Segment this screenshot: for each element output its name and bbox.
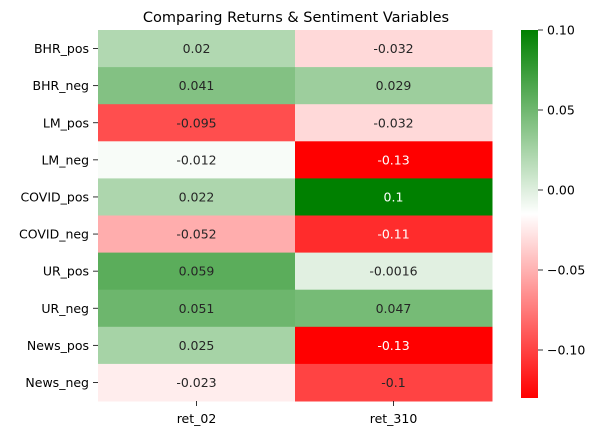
heatmap-cell [295,67,493,105]
cell-value-label: -0.032 [373,115,413,130]
colorbar-tick-label: −0.10 [547,343,585,358]
cell-value-label: 0.025 [179,338,215,353]
cell-value-label: 0.041 [179,78,215,93]
cell-value-label: -0.1 [381,375,405,390]
y-tick-label: LM_pos [43,115,89,130]
x-tick-label: ret_310 [370,411,418,426]
heatmap-cell [98,67,296,105]
heatmap-cell [295,326,493,365]
cell-value-label: 0.051 [179,301,215,316]
y-tick-label: News_pos [27,338,89,353]
x-tick-label: ret_02 [177,411,217,426]
cell-value-label: -0.095 [176,115,216,130]
heatmap-cell [98,215,296,254]
colorbar-tick-label: 0.10 [547,23,575,38]
heatmap-cell [98,289,296,328]
heatmap-cell [295,141,493,179]
colorbar-tick-label: 0.05 [547,103,575,118]
heatmap-cell [98,326,296,365]
cell-value-label: 0.029 [376,78,412,93]
y-tick-label: COVID_neg [19,227,89,242]
colorbar-tick-label: 0.00 [547,183,575,198]
cell-value-label: 0.022 [179,189,215,204]
heatmap-cell [98,141,296,179]
y-tick-label: News_neg [25,375,89,390]
colorbar-tick-label: −0.05 [547,263,585,278]
y-tick-label: BHR_neg [33,78,89,93]
cell-value-label: -0.0016 [369,264,417,279]
cell-value-label: -0.13 [377,152,409,167]
y-tick-label: UR_pos [43,264,89,279]
heatmap-cell [295,178,493,216]
heatmap-cell [295,252,493,291]
cell-value-label: 0.02 [183,41,211,56]
heatmap-cell [295,30,493,68]
cell-value-label: -0.032 [373,41,413,56]
y-tick-label: COVID_pos [20,189,89,204]
heatmap-cell [98,104,296,142]
cell-value-label: 0.047 [376,301,412,316]
y-tick-label: UR_neg [41,301,89,316]
cell-value-label: -0.11 [377,227,409,242]
heatmap-cell [98,363,296,402]
cell-value-label: 0.059 [179,264,215,279]
heatmap-cell [295,289,493,328]
y-tick-label: LM_neg [41,152,89,167]
heatmap-cell [295,215,493,254]
heatmap-cell [98,178,296,216]
heatmap-cell [295,104,493,142]
heatmap-cell [295,363,493,402]
cell-value-label: -0.012 [176,152,216,167]
cell-value-label: -0.13 [377,338,409,353]
colorbar [521,30,538,398]
heatmap-cell [98,252,296,291]
chart-title: Comparing Returns & Sentiment Variables [143,10,449,26]
y-tick-label: BHR_pos [34,41,89,56]
cell-value-label: -0.052 [176,227,216,242]
cell-value-label: -0.023 [176,375,216,390]
cell-value-label: 0.1 [384,189,404,204]
heatmap-cell [98,30,296,68]
